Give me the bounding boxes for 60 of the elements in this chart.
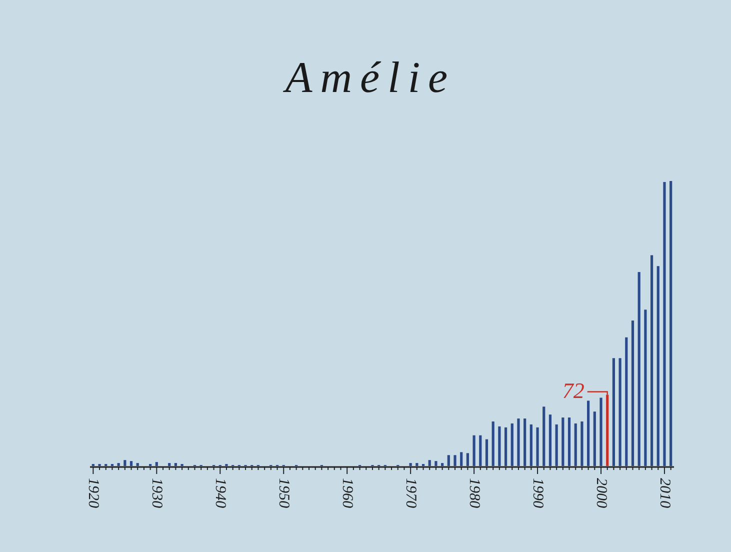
bar <box>580 421 584 466</box>
bar <box>606 394 609 466</box>
bar <box>670 181 672 466</box>
x-tick-label: 2000 <box>593 478 609 508</box>
bar <box>168 463 171 466</box>
bar <box>498 426 501 466</box>
bar <box>409 463 412 466</box>
bar <box>562 418 564 466</box>
bar <box>524 418 526 466</box>
bar <box>117 463 120 466</box>
bar <box>485 439 488 466</box>
bar <box>460 452 463 466</box>
bar <box>510 423 514 466</box>
bar <box>155 462 158 466</box>
x-tick-label: 1950 <box>276 478 292 508</box>
data-label: 72 <box>562 378 584 403</box>
bar <box>466 453 469 466</box>
bar <box>625 337 628 466</box>
bar <box>530 424 532 466</box>
bar <box>568 418 571 466</box>
bar <box>600 398 602 466</box>
bar <box>650 255 654 466</box>
bar <box>441 463 444 466</box>
x-tick-label: 1920 <box>85 478 102 508</box>
bar <box>587 400 590 466</box>
bar <box>428 460 431 466</box>
bar <box>174 463 177 466</box>
bar <box>644 310 647 466</box>
chart-title: Amélie <box>282 53 456 102</box>
x-tick-label: 1970 <box>402 478 419 508</box>
bar <box>434 461 438 466</box>
x-tick-label: 1960 <box>339 478 356 508</box>
bar <box>130 461 133 466</box>
bar <box>542 406 546 466</box>
bar <box>536 427 539 466</box>
x-tick-label: 1930 <box>148 478 165 508</box>
bar <box>454 455 456 466</box>
bar <box>593 412 596 466</box>
bar <box>663 182 666 466</box>
bar <box>136 463 139 466</box>
bar <box>574 423 577 466</box>
bar <box>612 358 615 466</box>
bar <box>479 435 482 466</box>
bar <box>416 463 418 466</box>
x-tick-label: 2010 <box>656 478 672 508</box>
bar <box>447 455 450 466</box>
bar <box>618 358 622 466</box>
bar <box>548 414 552 466</box>
bar <box>631 320 634 466</box>
bar <box>638 272 640 466</box>
bar <box>656 266 660 466</box>
x-tick-label: 1990 <box>530 478 546 508</box>
bar <box>504 427 508 466</box>
x-tick-label: 1940 <box>212 478 228 508</box>
bar <box>517 418 520 466</box>
bar <box>472 435 476 466</box>
bar <box>492 421 494 466</box>
bar <box>124 460 126 466</box>
bar <box>555 424 558 466</box>
x-tick-label: 1980 <box>466 478 482 508</box>
